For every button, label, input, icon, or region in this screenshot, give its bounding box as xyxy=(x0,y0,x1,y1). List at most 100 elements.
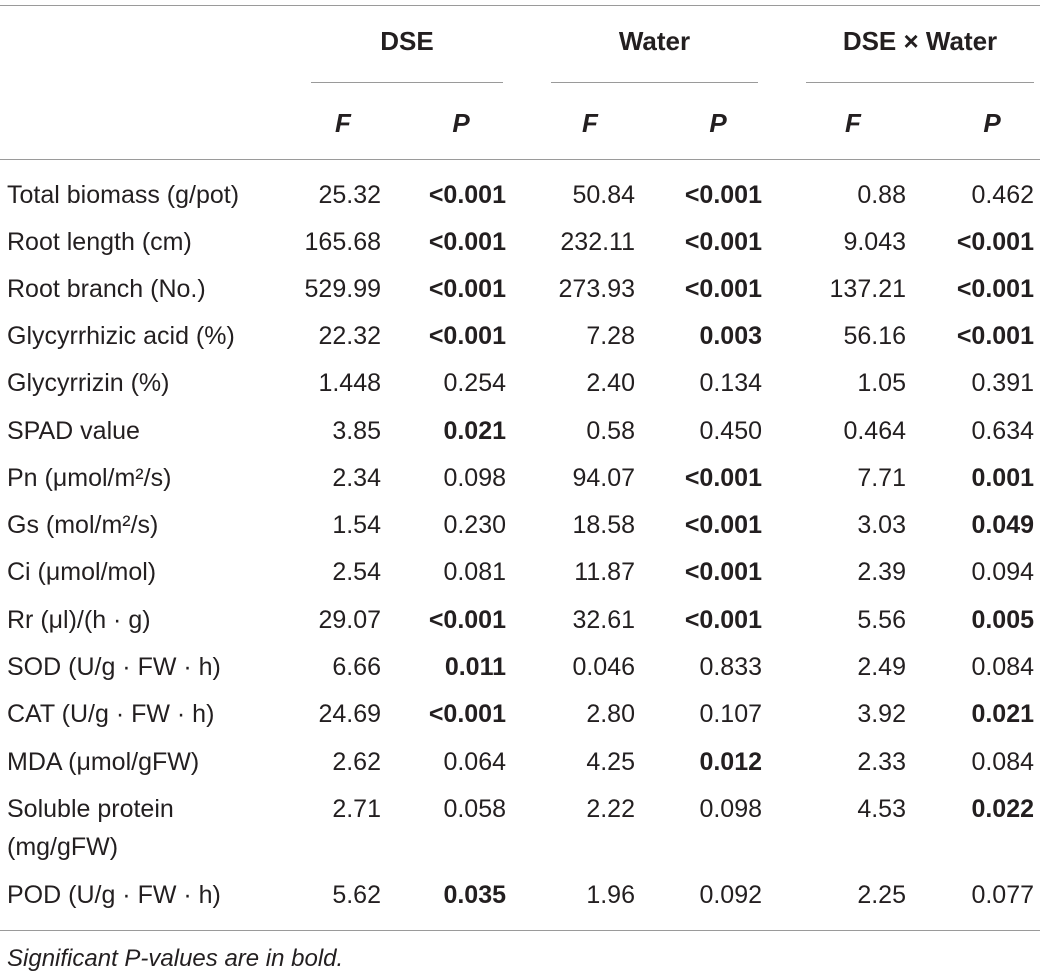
p-value-cell: 0.634 xyxy=(971,417,1034,445)
p-value-cell: <0.001 xyxy=(956,322,1034,350)
row-label: Ci (μmol/mol) xyxy=(7,558,157,586)
f-value-cell: 11.87 xyxy=(574,558,635,586)
f-value-cell: 273.93 xyxy=(558,275,635,303)
row-label: Pn (μmol/m²/s) xyxy=(7,464,172,492)
f-value-cell: 1.96 xyxy=(586,881,635,909)
group-header-water: Water xyxy=(618,26,691,56)
p-value-cell: <0.001 xyxy=(428,228,506,256)
p-value-cell: 0.391 xyxy=(971,369,1034,397)
f-value-cell: 3.85 xyxy=(332,417,381,445)
p-value-cell: <0.001 xyxy=(428,181,506,209)
p-value-cell: 0.081 xyxy=(443,558,506,586)
f-value-cell: 9.043 xyxy=(843,228,906,256)
f-value-cell: 2.33 xyxy=(857,748,906,776)
subheader-f-1: F xyxy=(582,108,598,138)
p-value-cell: 0.230 xyxy=(443,511,506,539)
f-value-cell: 2.39 xyxy=(857,558,906,586)
p-value-cell: 0.049 xyxy=(971,511,1034,539)
f-value-cell: 2.80 xyxy=(586,700,635,728)
footnote: Significant P-values are in bold. xyxy=(7,945,344,972)
p-value-cell: 0.084 xyxy=(971,748,1034,776)
f-value-cell: 137.21 xyxy=(829,275,906,303)
row-label: Gs (mol/m²/s) xyxy=(7,511,159,539)
p-value-cell: <0.001 xyxy=(428,606,506,634)
p-value-cell: 0.462 xyxy=(971,181,1034,209)
p-value-cell: 0.107 xyxy=(699,700,762,728)
p-value-cell: <0.001 xyxy=(428,322,506,350)
row-label: POD (U/g · FW · h) xyxy=(7,881,221,909)
f-value-cell: 3.03 xyxy=(857,511,906,539)
p-value-cell: <0.001 xyxy=(684,181,762,209)
bottom-rule xyxy=(0,930,1040,931)
p-value-cell: <0.001 xyxy=(684,228,762,256)
p-value-cell: 0.084 xyxy=(971,653,1034,681)
group-header-dse: DSE xyxy=(380,26,434,56)
subheader-f-0: F xyxy=(335,108,351,138)
f-value-cell: 2.62 xyxy=(332,748,381,776)
f-value-cell: 4.25 xyxy=(586,748,635,776)
p-value-cell: 0.064 xyxy=(443,748,506,776)
p-value-cell: 0.001 xyxy=(971,464,1034,492)
p-value-cell: 0.077 xyxy=(971,881,1034,909)
p-value-cell: 0.098 xyxy=(443,464,506,492)
p-value-cell: 0.833 xyxy=(699,653,762,681)
f-value-cell: 0.58 xyxy=(586,417,635,445)
f-value-cell: 18.58 xyxy=(572,511,635,539)
row-label: MDA (μmol/gFW) xyxy=(7,748,200,776)
f-value-cell: 2.49 xyxy=(857,653,906,681)
p-value-cell: <0.001 xyxy=(684,606,762,634)
group-header-interaction: DSE × Water xyxy=(842,26,998,56)
f-value-cell: 2.25 xyxy=(857,881,906,909)
p-value-cell: 0.003 xyxy=(699,322,762,350)
water-group-rule xyxy=(551,82,758,83)
p-value-cell: <0.001 xyxy=(684,275,762,303)
p-value-cell: 0.011 xyxy=(444,653,506,681)
interaction-group-rule xyxy=(806,82,1034,83)
f-value-cell: 24.69 xyxy=(318,700,381,728)
subheader-p-0: P xyxy=(452,108,470,138)
subheader-f-2: F xyxy=(845,108,861,138)
p-value-cell: 0.254 xyxy=(443,369,506,397)
row-label: SPAD value xyxy=(7,417,140,445)
f-value-cell: 50.84 xyxy=(572,181,635,209)
f-value-cell: 5.62 xyxy=(332,881,381,909)
row-label: SOD (U/g · FW · h) xyxy=(7,653,221,681)
row-label: Root branch (No.) xyxy=(7,275,206,303)
p-value-cell: 0.005 xyxy=(971,606,1034,634)
f-value-cell: 0.88 xyxy=(857,181,906,209)
p-value-cell: <0.001 xyxy=(684,464,762,492)
p-value-cell: 0.094 xyxy=(971,558,1034,586)
p-value-cell: <0.001 xyxy=(956,228,1034,256)
f-value-cell: 1.54 xyxy=(332,511,381,539)
row-label: Total biomass (g/pot) xyxy=(7,181,240,209)
f-value-cell: 7.71 xyxy=(857,464,906,492)
f-value-cell: 6.66 xyxy=(332,653,381,681)
f-value-cell: 29.07 xyxy=(318,606,381,634)
p-value-cell: <0.001 xyxy=(428,700,506,728)
header-rule xyxy=(0,159,1040,160)
p-value-cell: 0.058 xyxy=(443,795,506,823)
row-label: Soluble protein xyxy=(7,795,174,823)
f-value-cell: 0.464 xyxy=(843,417,906,445)
f-value-cell: 25.32 xyxy=(318,181,381,209)
f-value-cell: 32.61 xyxy=(572,606,635,634)
dse-group-rule xyxy=(311,82,503,83)
subheader-p-1: P xyxy=(709,108,727,138)
f-value-cell: 529.99 xyxy=(304,275,381,303)
f-value-cell: 165.68 xyxy=(304,228,381,256)
row-label: Glycyrrhizic acid (%) xyxy=(7,322,235,350)
f-value-cell: 7.28 xyxy=(586,322,635,350)
f-value-cell: 2.54 xyxy=(332,558,381,586)
f-value-cell: 22.32 xyxy=(318,322,381,350)
top-rule xyxy=(0,5,1040,6)
p-value-cell: 0.021 xyxy=(443,417,506,445)
f-value-cell: 1.05 xyxy=(857,369,906,397)
p-value-cell: <0.001 xyxy=(684,511,762,539)
row-label: Root length (cm) xyxy=(7,228,192,256)
p-value-cell: 0.450 xyxy=(699,417,762,445)
p-value-cell: 0.012 xyxy=(699,748,762,776)
f-value-cell: 0.046 xyxy=(572,653,635,681)
row-label: Rr (μl)/(h · g) xyxy=(7,606,151,634)
row-label: Glycyrrizin (%) xyxy=(7,369,170,397)
f-value-cell: 1.448 xyxy=(318,369,381,397)
